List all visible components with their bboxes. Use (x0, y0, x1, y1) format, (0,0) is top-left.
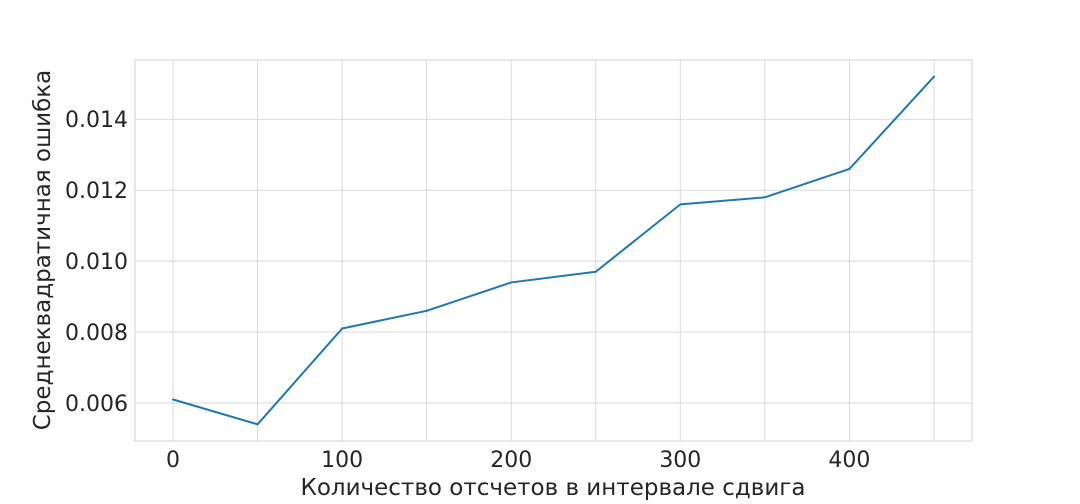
y-tick-label: 0.010 (65, 250, 128, 275)
data-point (848, 167, 851, 170)
x-tick-label: 100 (321, 448, 363, 473)
data-point (425, 309, 428, 312)
data-point (763, 196, 766, 199)
x-tick-label: 200 (490, 448, 532, 473)
plot-area (134, 59, 973, 442)
x-axis-label: Количество отсчетов в интервале сдвига (300, 475, 805, 501)
y-axis-ticks: 0.006 0.008 0.010 0.012 0.014 (65, 108, 128, 417)
data-point (256, 423, 259, 426)
y-tick-label: 0.014 (65, 108, 128, 133)
data-point (172, 398, 175, 401)
data-point (341, 327, 344, 330)
data-point (932, 75, 935, 78)
series-layer (172, 75, 935, 426)
x-tick-label: 400 (828, 448, 870, 473)
x-axis-ticks: 0 100 200 300 400 (166, 448, 870, 473)
x-tick-label: 0 (166, 448, 180, 473)
y-tick-label: 0.006 (65, 392, 128, 417)
gridlines (135, 60, 972, 441)
data-point (679, 203, 682, 206)
data-point (594, 270, 597, 273)
series-line (172, 75, 935, 426)
data-point (510, 281, 513, 284)
y-tick-label: 0.012 (65, 179, 128, 204)
y-axis-label: Среднеквадратичная ошибка (30, 70, 56, 431)
x-tick-label: 300 (659, 448, 701, 473)
y-tick-label: 0.008 (65, 321, 128, 346)
